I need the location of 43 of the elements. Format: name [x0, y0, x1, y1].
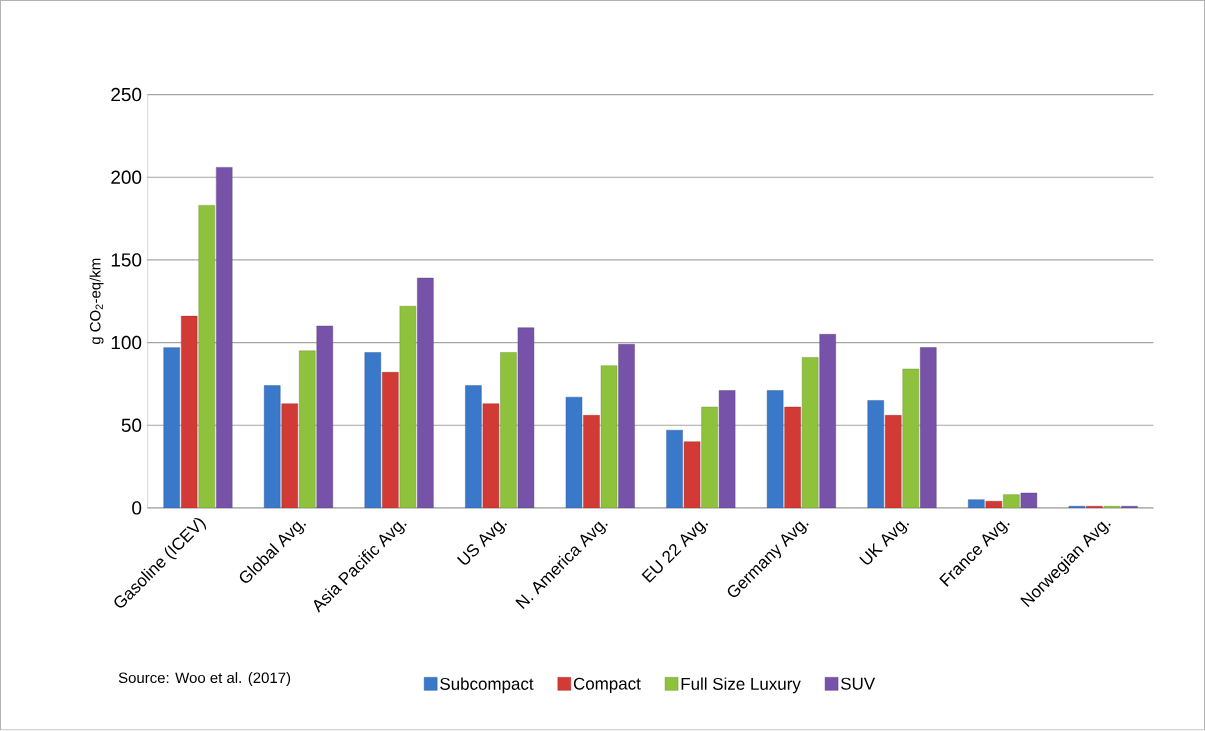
- y-tick-label: 250: [111, 88, 142, 102]
- legend-label: Subcompact: [440, 677, 534, 694]
- x-tick-label: UK Avg.: [859, 521, 910, 565]
- bar: [801, 357, 819, 509]
- bar: [867, 400, 884, 509]
- y-tick-label: 0: [132, 501, 142, 515]
- bar: [364, 352, 382, 509]
- x-tick-label: EU 22 Avg.: [641, 521, 709, 584]
- bar: [399, 306, 417, 509]
- bar: [215, 167, 233, 509]
- legend-label: Compact: [573, 677, 641, 694]
- bar: [465, 385, 482, 509]
- bar: [281, 403, 298, 509]
- bar: [264, 385, 281, 509]
- bar: [618, 344, 635, 509]
- source-note: Source: Woo et al. (2017): [118, 672, 291, 687]
- y-tick-label: 150: [111, 253, 142, 267]
- bar: [902, 369, 919, 509]
- bar: [565, 397, 583, 509]
- bar: [666, 430, 683, 509]
- bar: [920, 347, 937, 509]
- y-tick-label: 50: [121, 418, 142, 433]
- bar: [500, 352, 517, 509]
- bar: [819, 334, 836, 509]
- bar: [163, 347, 180, 509]
- bar: [784, 407, 801, 509]
- bar: [968, 499, 985, 509]
- legend-label: SUV: [841, 677, 876, 690]
- y-axis-title: g CO$_{2}$-eq/km: [89, 258, 104, 345]
- bar: [417, 278, 434, 509]
- bar: [885, 415, 902, 509]
- bar: [198, 205, 215, 509]
- y-tick-label: 100: [111, 336, 142, 350]
- bar: [701, 407, 718, 509]
- y-tick-label: 200: [111, 170, 142, 185]
- bar: [180, 316, 198, 509]
- legend-label: Full Size Luxury: [681, 677, 801, 694]
- x-tick-label: US Avg.: [456, 521, 507, 565]
- bar: [299, 350, 316, 509]
- bar: [382, 372, 399, 509]
- bar: [316, 326, 333, 509]
- bar: [766, 390, 784, 509]
- bar: [583, 415, 600, 509]
